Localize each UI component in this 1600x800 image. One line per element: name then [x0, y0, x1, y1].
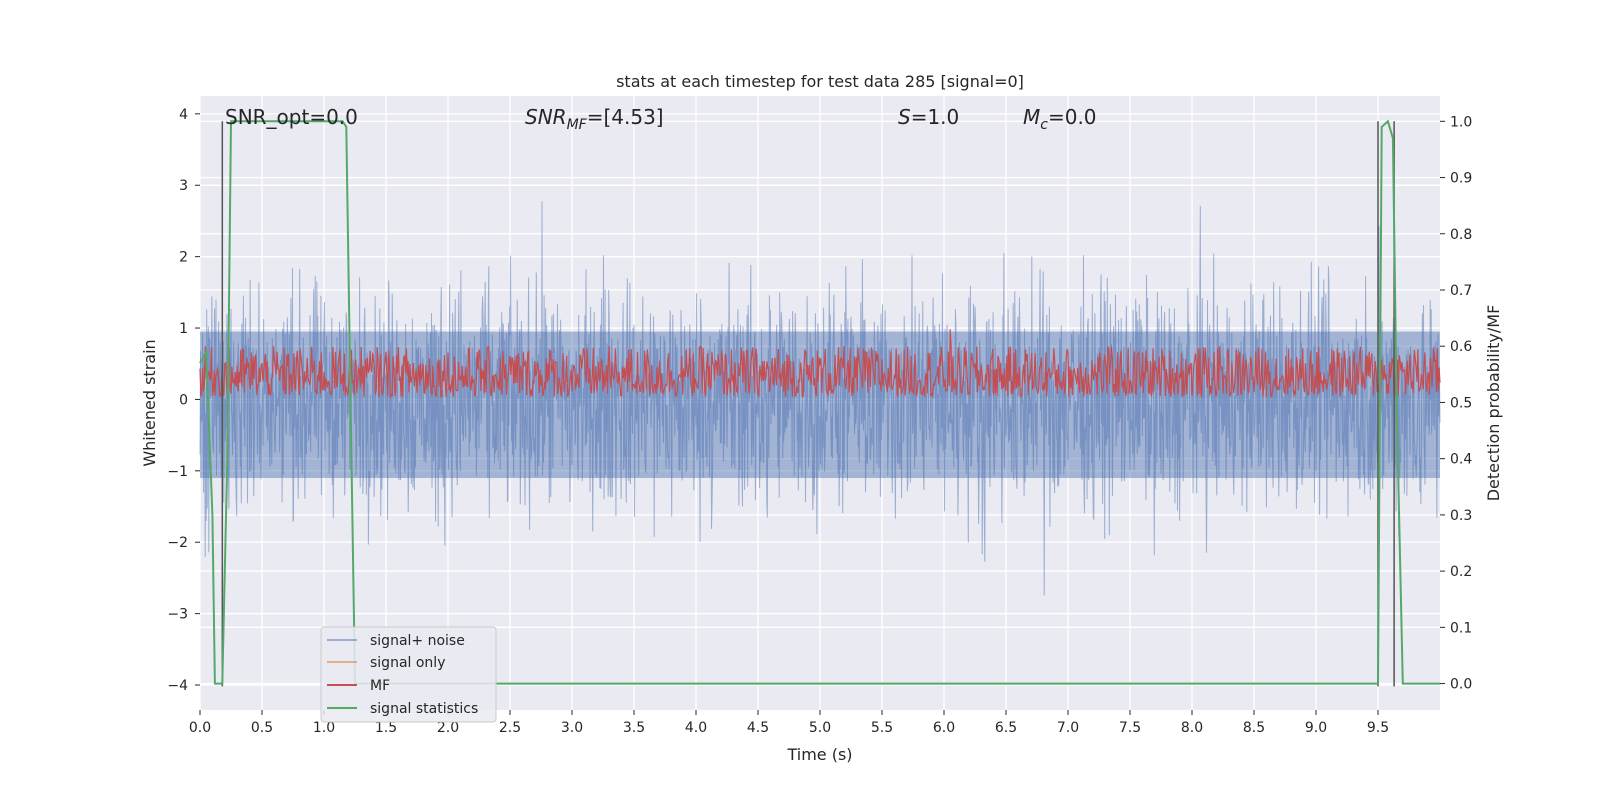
s-symbol: S: [898, 105, 911, 129]
x-tick-label: 2.0: [437, 720, 459, 736]
legend-box: [320, 626, 497, 723]
x-tick-label: 6.0: [933, 720, 955, 736]
snr-mf-base: SNR: [525, 105, 567, 129]
x-tick-label: 9.0: [1305, 720, 1327, 736]
right-tick-label: 0.4: [1450, 452, 1472, 468]
mf-line: [199, 329, 1441, 399]
left-tick-label: 3: [179, 178, 188, 194]
right-tick-label: 0.8: [1450, 227, 1472, 243]
x-tick-label: 2.5: [499, 720, 521, 736]
legend-label-mf: MF: [370, 678, 390, 694]
right-tick-label: 0.5: [1450, 395, 1472, 411]
x-tick-label: 8.5: [1243, 720, 1265, 736]
mc-value: =0.0: [1048, 105, 1097, 129]
left-tick-label: 2: [179, 250, 188, 266]
x-tick-label: 1.5: [375, 720, 397, 736]
x-tick-label: 0.5: [251, 720, 273, 736]
right-tick-label: 0.6: [1450, 339, 1472, 355]
right-tick-label: 0.0: [1450, 677, 1472, 693]
right-axis-ticks: 1.0 0.9 0.8 0.7 0.6 0.5 0.4 0.3 0.2 0.1 0.0: [1440, 114, 1472, 693]
annotation-snr-mf: SNRMF=[4.53]: [525, 105, 664, 133]
s-value: =1.0: [911, 105, 960, 129]
snr-mf-sub: MF: [567, 117, 588, 133]
legend: signal+ noise signal only MF signal stat…: [320, 626, 497, 723]
mc-symbol: M: [1023, 105, 1040, 129]
x-axis-ticks: 0.0 0.5 1.0 1.5 2.0 2.5 3.0 3.5 4.0 4.5 5.0 5.5 6.0 6…: [189, 710, 1389, 736]
left-tick-label: −1: [167, 464, 188, 480]
x-tick-label: 1.0: [313, 720, 335, 736]
right-tick-label: 0.2: [1450, 564, 1472, 580]
signal-noise-line: [199, 201, 1441, 596]
left-tick-label: −3: [167, 607, 188, 623]
x-tick-label: 4.0: [685, 720, 707, 736]
right-tick-label: 0.7: [1450, 283, 1472, 299]
right-tick-label: 1.0: [1450, 114, 1472, 130]
legend-label-signal-statistics: signal statistics: [370, 701, 478, 717]
x-tick-label: 7.5: [1119, 720, 1141, 736]
left-tick-label: 1: [179, 321, 188, 337]
x-tick-label: 8.0: [1181, 720, 1203, 736]
x-tick-label: 9.5: [1367, 720, 1389, 736]
chart-title: stats at each timestep for test data 285…: [616, 72, 1024, 91]
left-tick-label: −4: [167, 678, 188, 694]
series-mf: [199, 329, 1441, 399]
x-tick-label: 0.0: [189, 720, 211, 736]
x-tick-label: 3.0: [561, 720, 583, 736]
left-axis-ticks: 4 3 2 1 0 −1 −2 −3 −4: [167, 107, 200, 694]
x-tick-label: 5.0: [809, 720, 831, 736]
right-tick-label: 0.3: [1450, 508, 1472, 524]
annotation-snr-opt: SNR_opt=0.0: [225, 105, 358, 129]
left-tick-label: −2: [167, 535, 188, 551]
annotation-mc: Mc=0.0: [1023, 105, 1097, 133]
legend-label-signal-noise: signal+ noise: [370, 633, 465, 649]
x-tick-label: 4.5: [747, 720, 769, 736]
left-tick-label: 0: [179, 392, 188, 408]
mc-sub: c: [1040, 117, 1048, 133]
x-tick-label: 5.5: [871, 720, 893, 736]
x-tick-label: 6.5: [995, 720, 1017, 736]
x-tick-label: 3.5: [623, 720, 645, 736]
left-tick-label: 4: [179, 107, 188, 123]
y-axis-label-right: Detection probability/MF: [1484, 305, 1503, 502]
right-tick-label: 0.9: [1450, 171, 1472, 187]
snr-mf-value: =[4.53]: [587, 105, 664, 129]
legend-label-signal-only: signal only: [370, 655, 445, 671]
series-signal-statistics: [199, 119, 1440, 685]
y-axis-label-left: Whitened strain: [140, 339, 159, 466]
x-tick-label: 7.0: [1057, 720, 1079, 736]
annotation-s: S=1.0: [898, 105, 959, 129]
x-axis-label: Time (s): [786, 745, 852, 764]
right-tick-label: 0.1: [1450, 620, 1472, 636]
signal-statistics-line: [199, 119, 1440, 685]
